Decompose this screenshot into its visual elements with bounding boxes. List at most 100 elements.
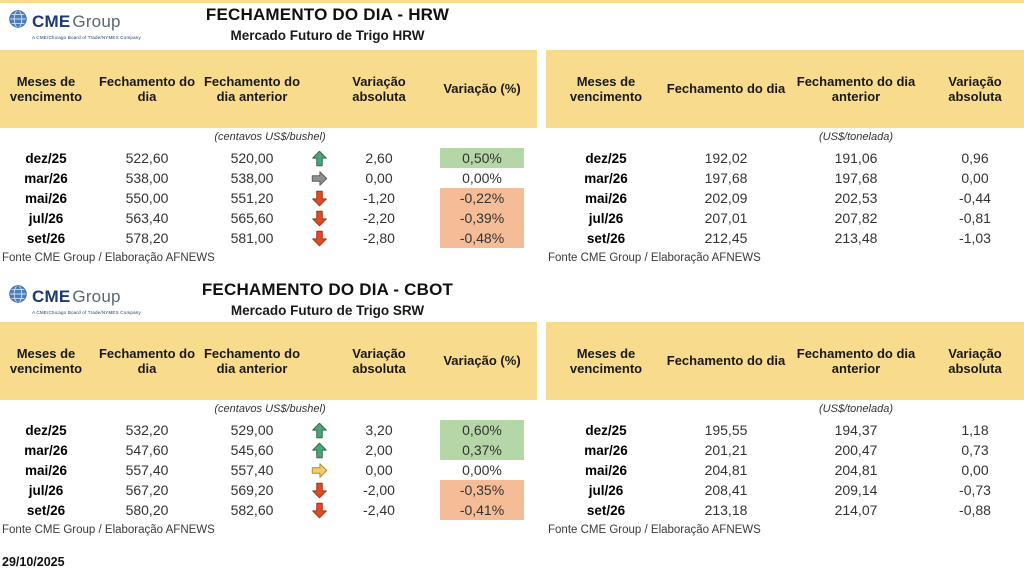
cell-month: jul/26 — [28, 482, 64, 498]
cell-close: 578,20 — [125, 230, 169, 246]
cell-pct-change: 0,50% — [440, 148, 524, 168]
cell-abs-change: -2,40 — [363, 502, 395, 518]
cell-prev-close: 545,60 — [230, 442, 274, 458]
cell-month: set/26 — [586, 502, 626, 518]
unit-label: (US$/tonelada) — [819, 131, 893, 143]
cell-prev-close: 581,00 — [230, 230, 274, 246]
cell-abs-change: 0,00 — [365, 170, 393, 186]
cell-prev-close: 565,60 — [230, 210, 274, 226]
col-header-close: Fechamento do dia — [98, 345, 196, 376]
top-yellow-strip — [0, 0, 1024, 3]
hrw-table-bushel: CME Group A CME/Chicago Board of Trade/NY… — [0, 3, 537, 264]
cell-close: 567,20 — [125, 482, 169, 498]
cell-month: mai/26 — [24, 190, 68, 206]
cell-close: 195,55 — [704, 422, 748, 438]
table-row: mai/26 204,81 204,81 0,00 — [546, 460, 1024, 480]
cell-close: 522,60 — [125, 150, 169, 166]
cell-prev-close: 529,00 — [230, 422, 274, 438]
cell-month: mar/26 — [24, 170, 68, 186]
page-subtitle: Mercado Futuro de Trigo HRW — [230, 28, 425, 43]
col-header-months: Meses de vencimento — [569, 73, 643, 104]
hrw-header: CME Group A CME/Chicago Board of Trade/NY… — [0, 3, 537, 50]
cell-abs-change: 2,00 — [365, 442, 393, 458]
cell-close: 212,45 — [704, 230, 748, 246]
cell-prev-close: 209,14 — [834, 482, 878, 498]
cell-prev-close: 557,40 — [230, 462, 274, 478]
hrw-titles: FECHAMENTO DO DIA - HRW Mercado Futuro d… — [125, 5, 530, 43]
table-row: mar/26 547,60 545,60 2,00 0,37% — [0, 440, 537, 460]
cell-month: dez/25 — [25, 422, 67, 438]
table-row: set/26 213,18 214,07 -0,88 — [546, 500, 1024, 520]
source-credit: Fonte CME Group / Elaboração AFNEWS — [2, 252, 215, 264]
trend-arrow-icon — [302, 210, 336, 227]
col-header-arrow-spacer — [302, 50, 336, 128]
trend-arrow-icon — [302, 170, 336, 187]
cell-abs-change: 2,60 — [365, 150, 393, 166]
cell-prev-close: 202,53 — [834, 190, 878, 206]
table-row: dez/25 532,20 529,00 3,20 0,60% — [0, 420, 537, 440]
cme-group-logo: CME Group A CME/Chicago Board of Trade/NY… — [8, 9, 158, 40]
cell-month: jul/26 — [588, 482, 624, 498]
cell-abs-change: -2,20 — [363, 210, 395, 226]
col-header-months: Meses de vencimento — [9, 73, 83, 104]
globe-icon — [8, 9, 28, 34]
cell-close: 213,18 — [704, 502, 748, 518]
table-row: set/26 578,20 581,00 -2,80 -0,48% — [0, 228, 537, 248]
col-header-abs-change: Variação absoluta — [948, 345, 1002, 376]
col-header-prev-close: Fechamento do dia anterior — [203, 73, 301, 104]
cell-prev-close: 520,00 — [230, 150, 274, 166]
hrw-left-unit-row: (centavos US$/bushel) — [0, 128, 537, 148]
cell-month: mar/26 — [584, 170, 628, 186]
trend-arrow-icon — [302, 230, 336, 247]
cell-close: 547,60 — [125, 442, 169, 458]
cell-close: 532,20 — [125, 422, 169, 438]
cbot-header: CME Group A CME/Chicago Board of Trade/NY… — [0, 278, 537, 322]
cell-month: set/26 — [26, 502, 66, 518]
cell-close: 204,81 — [704, 462, 748, 478]
hrw-left-column-headers: Meses de vencimento Fechamento do dia Fe… — [0, 50, 537, 128]
cbot-right-unit-row: (US$/tonelada) — [546, 400, 1024, 420]
col-header-pct-change: Variação (%) — [443, 81, 521, 97]
cbot-titles: FECHAMENTO DO DIA - CBOT Mercado Futuro … — [125, 280, 530, 318]
cell-close: 208,41 — [704, 482, 748, 498]
cell-abs-change: 0,73 — [961, 442, 989, 458]
cell-month: mai/26 — [584, 462, 628, 478]
trend-arrow-icon — [302, 462, 336, 479]
trend-arrow-icon — [302, 482, 336, 499]
cell-month: dez/25 — [585, 150, 627, 166]
trend-arrow-icon — [302, 190, 336, 207]
table-row: set/26 580,20 582,60 -2,40 -0,41% — [0, 500, 537, 520]
cell-prev-close: 213,48 — [834, 230, 878, 246]
table-row: jul/26 207,01 207,82 -0,81 — [546, 208, 1024, 228]
trend-arrow-icon — [302, 442, 336, 459]
cell-month: set/26 — [26, 230, 66, 246]
col-header-abs-change: Variação absoluta — [352, 345, 406, 376]
cell-prev-close: 214,07 — [834, 502, 878, 518]
cell-prev-close: 582,60 — [230, 502, 274, 518]
col-header-close: Fechamento do dia — [666, 353, 786, 369]
cell-prev-close: 551,20 — [230, 190, 274, 206]
cell-close: 201,21 — [704, 442, 748, 458]
table-row: mar/26 197,68 197,68 0,00 — [546, 168, 1024, 188]
cell-abs-change: 0,00 — [961, 170, 989, 186]
cell-prev-close: 200,47 — [834, 442, 878, 458]
cell-prev-close: 204,81 — [834, 462, 878, 478]
col-header-arrow-spacer — [302, 322, 336, 400]
cell-month: mai/26 — [24, 462, 68, 478]
cell-month: jul/26 — [588, 210, 624, 226]
table-row: mai/26 557,40 557,40 0,00 0,00% — [0, 460, 537, 480]
cell-close: 538,00 — [125, 170, 169, 186]
cell-abs-change: 0,00 — [365, 462, 393, 478]
cme-group-logo: CME Group A CME/Chicago Board of Trade/NY… — [8, 284, 158, 315]
cell-pct-change: -0,35% — [440, 480, 524, 500]
cell-abs-change: -0,73 — [959, 482, 991, 498]
col-header-prev-close: Fechamento do dia anterior — [203, 345, 301, 376]
cell-month: dez/25 — [25, 150, 67, 166]
cell-pct-change: 0,37% — [440, 440, 524, 460]
trend-arrow-icon — [302, 502, 336, 519]
col-header-pct-change: Variação (%) — [443, 353, 521, 369]
cme-tagline: A CME/Chicago Board of Trade/NYMEX Compa… — [32, 310, 141, 315]
cell-prev-close: 569,20 — [230, 482, 274, 498]
hrw-right-column-headers: Meses de vencimento Fechamento do dia Fe… — [546, 50, 1024, 128]
cell-month: mai/26 — [584, 190, 628, 206]
